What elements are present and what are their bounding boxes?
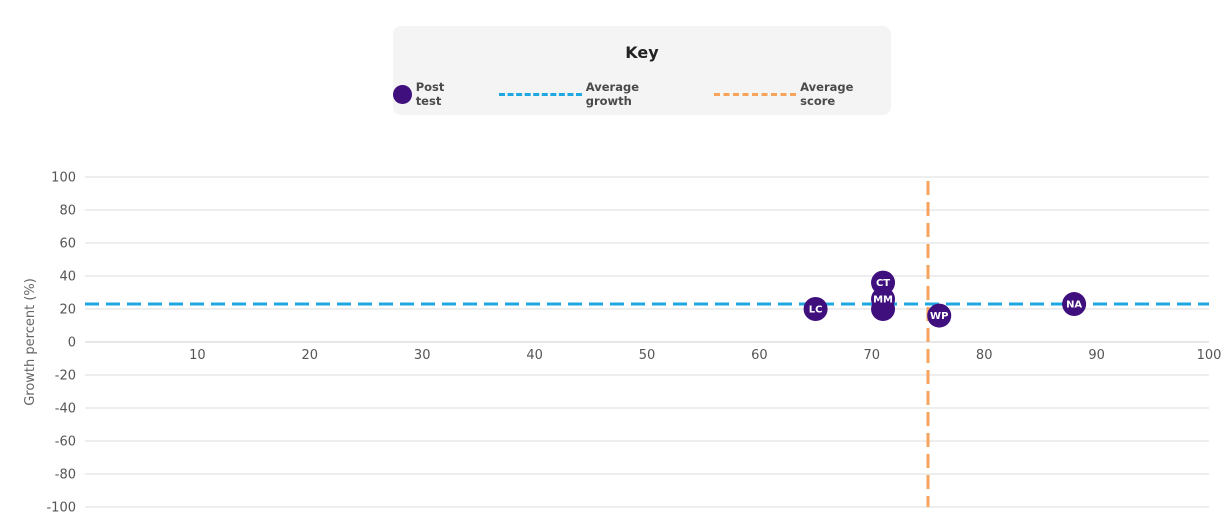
data-point bbox=[871, 287, 896, 312]
data-point bbox=[871, 270, 896, 295]
legend-title: Key bbox=[625, 43, 659, 62]
x-tick-label: 100 bbox=[1197, 348, 1222, 363]
average-lines bbox=[85, 181, 1209, 507]
legend-panel: Key Post test Average growth Average sco… bbox=[393, 26, 891, 115]
average-growth-dash-icon bbox=[499, 92, 582, 96]
legend-label-average-growth: Average growth bbox=[585, 80, 639, 108]
y-tick-label: 40 bbox=[59, 270, 76, 285]
axis-ticks: 100 80 60 40 20 0 -20 -40 -60 -80 -100 10 20 30 40 50 60… bbox=[46, 171, 1221, 516]
x-tick-label: 10 bbox=[189, 348, 206, 363]
x-tick-label: 20 bbox=[302, 348, 319, 363]
y-tick-label: -60 bbox=[55, 435, 76, 450]
y-tick-label: -40 bbox=[55, 402, 76, 417]
data-point bbox=[1062, 292, 1087, 317]
y-tick-label: -100 bbox=[46, 501, 76, 516]
post-test-dot-icon bbox=[393, 84, 412, 104]
data-point-label: MM bbox=[873, 295, 893, 306]
x-tick-label: 50 bbox=[639, 348, 656, 363]
data-point-label: CT bbox=[876, 278, 890, 289]
y-tick-label: 80 bbox=[59, 204, 76, 219]
data-points: LC MM CT WP NA bbox=[803, 270, 1087, 328]
legend-item-post-test[interactable]: Post test bbox=[393, 80, 473, 108]
x-tick-label: 60 bbox=[751, 348, 768, 363]
data-point bbox=[927, 303, 952, 328]
y-tick-label: 0 bbox=[68, 336, 76, 351]
x-tick-label: 40 bbox=[526, 348, 543, 363]
legend-item-average-growth[interactable]: Average growth bbox=[499, 80, 687, 108]
y-tick-label: 60 bbox=[59, 237, 76, 252]
x-tick-label: 70 bbox=[864, 348, 881, 363]
data-point-label: LC bbox=[809, 305, 823, 316]
gridlines bbox=[85, 176, 1209, 508]
data-point-label: WP bbox=[930, 311, 948, 322]
y-tick-label: -80 bbox=[55, 468, 76, 483]
data-point-label: NA bbox=[1066, 300, 1082, 311]
y-tick-label: 20 bbox=[59, 303, 76, 318]
y-tick-label: 100 bbox=[51, 171, 76, 186]
legend-item-average-score[interactable]: Average score bbox=[713, 80, 892, 108]
data-point bbox=[803, 297, 828, 321]
x-tick-label: 90 bbox=[1088, 348, 1105, 363]
legend-label-post-test: Post test bbox=[415, 80, 445, 108]
y-axis-title: Growth percent (%) bbox=[23, 278, 38, 406]
legend-items: Post test Average growth Average score bbox=[393, 80, 891, 108]
legend-label-average-score: Average score bbox=[800, 80, 854, 108]
x-tick-label: 30 bbox=[414, 348, 431, 363]
y-tick-label: -20 bbox=[55, 369, 76, 384]
average-score-dash-icon bbox=[713, 92, 797, 96]
x-tick-label: 80 bbox=[976, 348, 993, 363]
